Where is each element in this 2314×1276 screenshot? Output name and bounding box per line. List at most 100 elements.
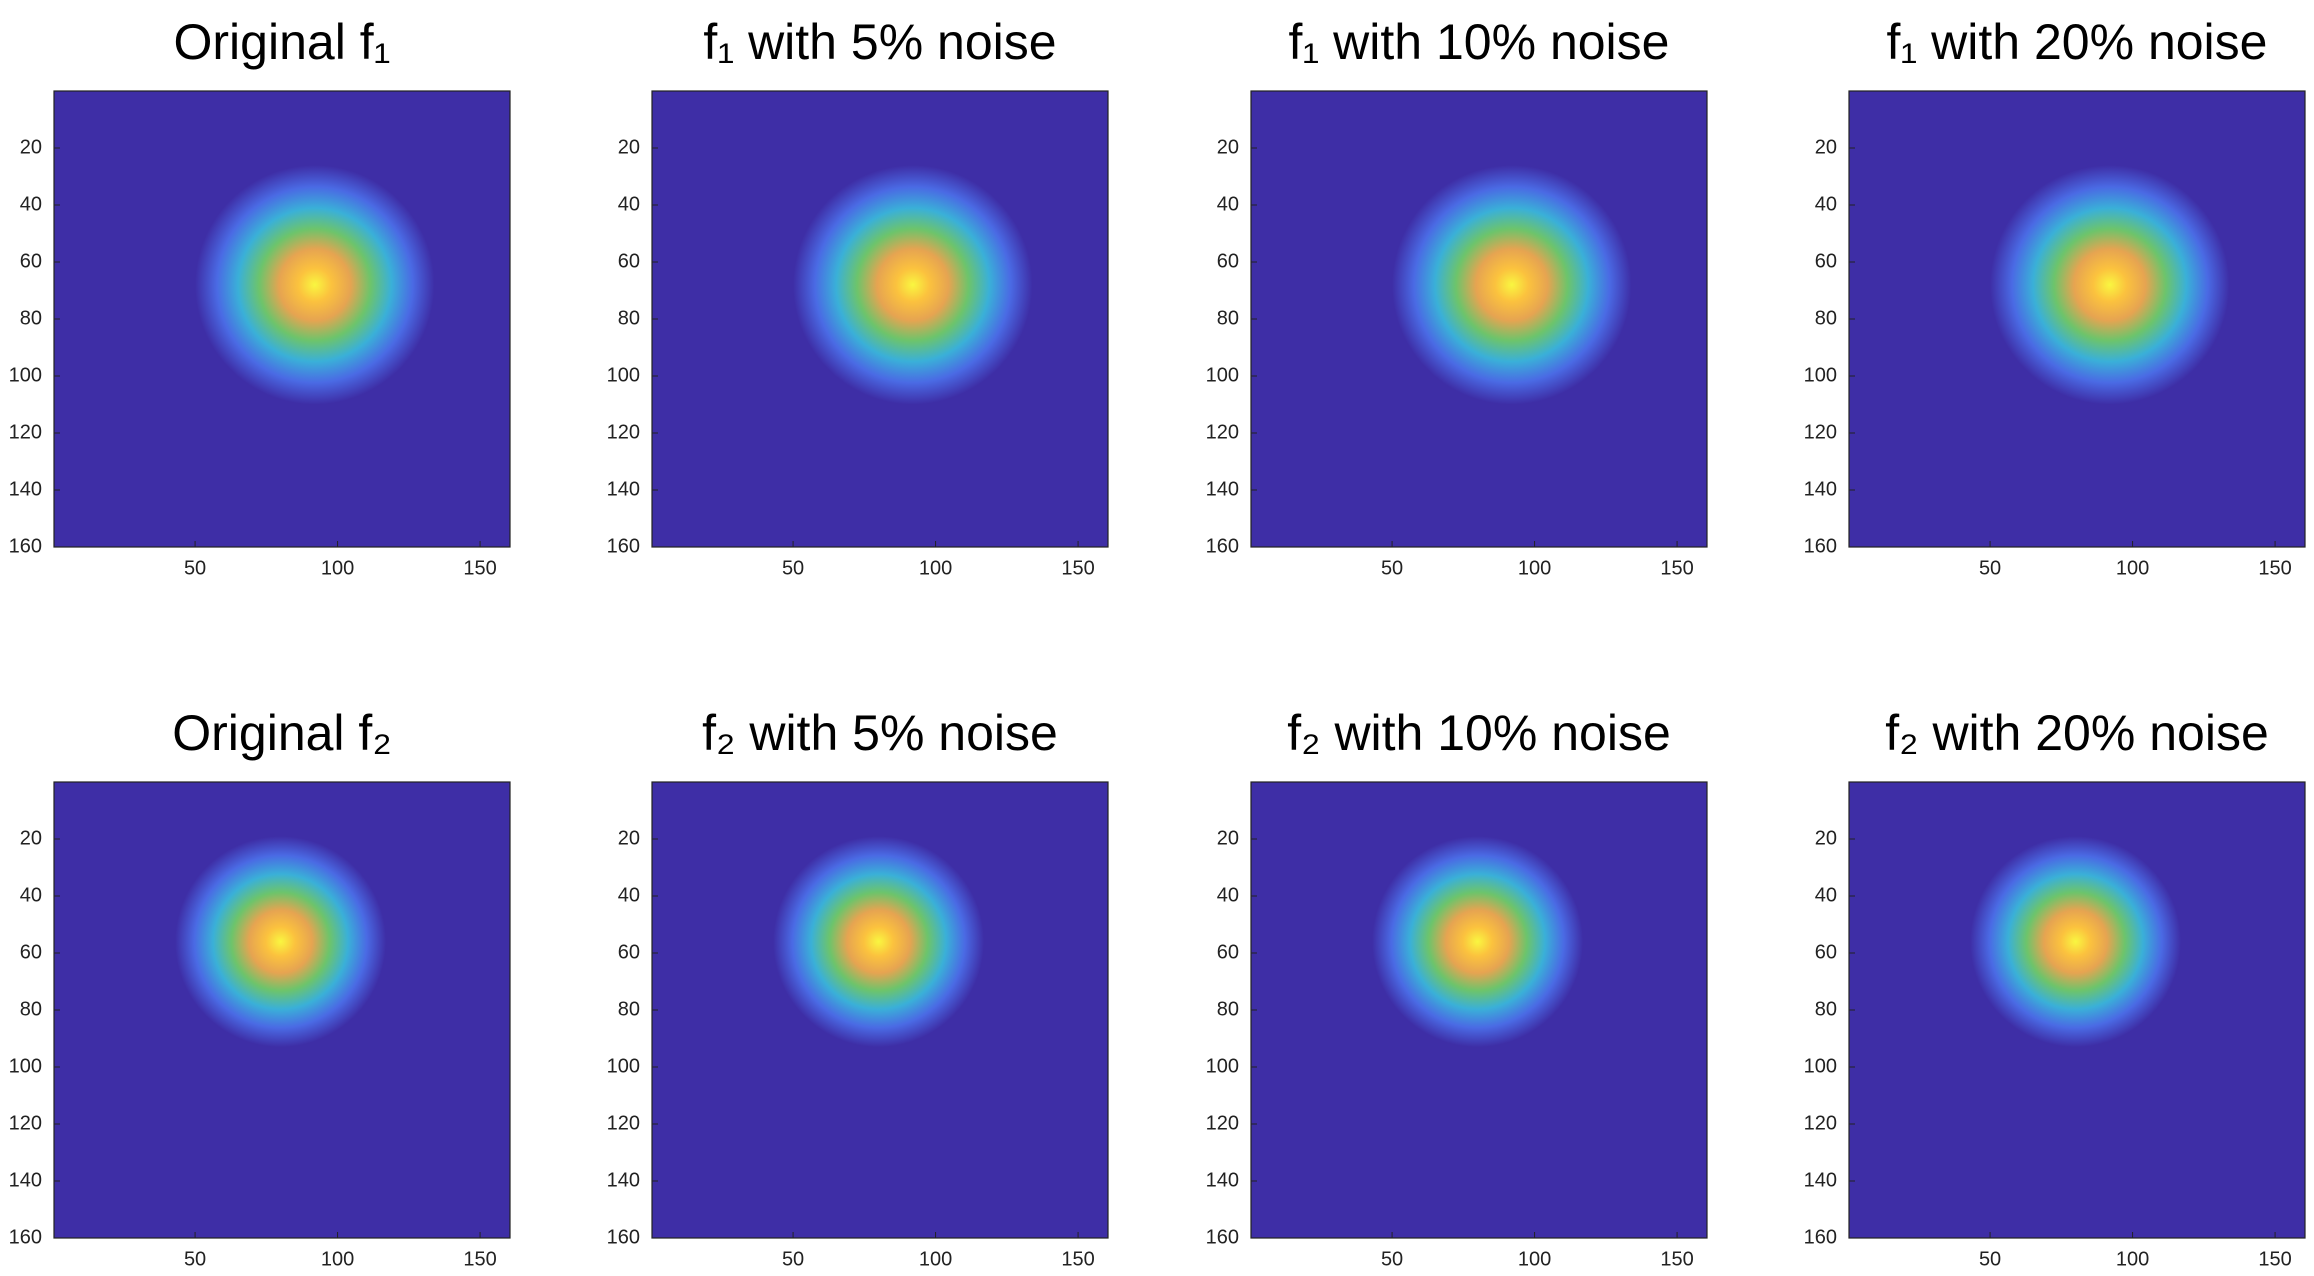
y-tick-label: 60 bbox=[618, 250, 640, 272]
panel: 20 40 60 80 100 120 140 160 50 100 150 Original f₂ bbox=[9, 705, 511, 1270]
y-tick-label: 60 bbox=[1217, 250, 1239, 272]
x-tick-label: 150 bbox=[463, 557, 496, 579]
y-tick-label: 60 bbox=[1815, 250, 1837, 272]
y-tick-label: 120 bbox=[9, 1112, 42, 1134]
y-tick-label: 140 bbox=[1804, 478, 1837, 500]
y-tick-label: 60 bbox=[20, 250, 42, 272]
blob bbox=[195, 165, 435, 405]
y-tick-label: 40 bbox=[1217, 884, 1239, 906]
y-tick-label: 80 bbox=[1217, 998, 1239, 1020]
panel: 20 40 60 80 100 120 140 160 50 100 150 f₁ with 5% n… bbox=[607, 14, 1109, 579]
y-tick-label: 60 bbox=[1217, 941, 1239, 963]
y-tick-label: 40 bbox=[1815, 193, 1837, 215]
x-tick-label: 150 bbox=[2258, 1248, 2291, 1270]
y-tick-label: 100 bbox=[1804, 364, 1837, 386]
y-tick-label: 120 bbox=[1804, 1112, 1837, 1134]
y-tick-label: 120 bbox=[1804, 421, 1837, 443]
x-tick-label: 150 bbox=[1061, 1248, 1094, 1270]
x-tick-label: 150 bbox=[2258, 557, 2291, 579]
y-tick-label: 80 bbox=[618, 998, 640, 1020]
y-tick-label: 140 bbox=[9, 478, 42, 500]
y-tick-label: 140 bbox=[1804, 1169, 1837, 1191]
y-tick-label: 160 bbox=[607, 535, 640, 557]
y-tick-label: 140 bbox=[9, 1169, 42, 1191]
x-tick-label: 100 bbox=[321, 1248, 354, 1270]
panel-title: f₂ with 10% noise bbox=[1287, 705, 1671, 761]
y-tick-label: 80 bbox=[618, 307, 640, 329]
y-tick-label: 80 bbox=[1815, 998, 1837, 1020]
y-tick-label: 40 bbox=[20, 193, 42, 215]
y-tick-label: 20 bbox=[20, 827, 42, 849]
y-tick-label: 140 bbox=[607, 1169, 640, 1191]
panel: 20 40 60 80 100 120 140 160 50 100 150 f₂ with 5% n… bbox=[607, 705, 1109, 1270]
y-tick-label: 100 bbox=[607, 364, 640, 386]
blob bbox=[1990, 165, 2230, 405]
y-tick-label: 120 bbox=[1206, 1112, 1239, 1134]
panel-title: f₁ with 5% noise bbox=[703, 14, 1056, 70]
y-tick-label: 100 bbox=[9, 1055, 42, 1077]
y-tick-label: 100 bbox=[607, 1055, 640, 1077]
y-tick-label: 40 bbox=[20, 884, 42, 906]
x-tick-label: 50 bbox=[184, 1248, 206, 1270]
y-tick-label: 100 bbox=[1206, 1055, 1239, 1077]
y-tick-label: 40 bbox=[1815, 884, 1837, 906]
x-tick-label: 50 bbox=[184, 557, 206, 579]
y-tick-label: 20 bbox=[1815, 827, 1837, 849]
y-tick-label: 140 bbox=[1206, 478, 1239, 500]
y-tick-label: 40 bbox=[618, 884, 640, 906]
x-tick-label: 100 bbox=[1518, 1248, 1551, 1270]
y-tick-label: 40 bbox=[1217, 193, 1239, 215]
y-tick-label: 100 bbox=[9, 364, 42, 386]
y-tick-label: 160 bbox=[1206, 1226, 1239, 1248]
x-tick-label: 50 bbox=[782, 1248, 804, 1270]
blob bbox=[1392, 165, 1632, 405]
panel: 20 40 60 80 100 120 140 160 50 100 150 Original f₁ bbox=[9, 14, 511, 579]
y-tick-label: 160 bbox=[1804, 1226, 1837, 1248]
y-tick-label: 140 bbox=[607, 478, 640, 500]
y-tick-label: 100 bbox=[1206, 364, 1239, 386]
panel-title: f₁ with 20% noise bbox=[1887, 14, 2268, 70]
y-tick-label: 60 bbox=[1815, 941, 1837, 963]
panel: 20 40 60 80 100 120 140 160 50 100 150 f₂ with 10% … bbox=[1206, 705, 1708, 1270]
y-tick-label: 120 bbox=[607, 421, 640, 443]
y-tick-label: 120 bbox=[9, 421, 42, 443]
y-tick-label: 20 bbox=[618, 136, 640, 158]
blob bbox=[773, 836, 985, 1048]
x-tick-label: 150 bbox=[1660, 557, 1693, 579]
y-tick-label: 100 bbox=[1804, 1055, 1837, 1077]
y-tick-label: 80 bbox=[20, 998, 42, 1020]
y-tick-label: 160 bbox=[9, 1226, 42, 1248]
panel-title: Original f₁ bbox=[174, 14, 391, 70]
y-tick-label: 20 bbox=[1217, 136, 1239, 158]
y-tick-label: 60 bbox=[20, 941, 42, 963]
blob bbox=[793, 165, 1033, 405]
x-tick-label: 50 bbox=[782, 557, 804, 579]
panel-title: Original f₂ bbox=[172, 705, 391, 761]
y-tick-label: 80 bbox=[1217, 307, 1239, 329]
x-tick-label: 100 bbox=[2116, 1248, 2149, 1270]
x-tick-label: 150 bbox=[1660, 1248, 1693, 1270]
y-tick-label: 20 bbox=[1815, 136, 1837, 158]
y-tick-label: 160 bbox=[1804, 535, 1837, 557]
y-tick-label: 160 bbox=[9, 535, 42, 557]
y-tick-label: 40 bbox=[618, 193, 640, 215]
x-tick-label: 50 bbox=[1381, 1248, 1403, 1270]
x-tick-label: 100 bbox=[1518, 557, 1551, 579]
y-tick-label: 60 bbox=[618, 941, 640, 963]
x-tick-label: 100 bbox=[919, 1248, 952, 1270]
y-tick-label: 140 bbox=[1206, 1169, 1239, 1191]
blob bbox=[1970, 836, 2182, 1048]
x-tick-label: 150 bbox=[1061, 557, 1094, 579]
y-tick-label: 20 bbox=[20, 136, 42, 158]
panel: 20 40 60 80 100 120 140 160 50 100 150 f₁ with 10% … bbox=[1206, 14, 1708, 579]
panel-title: f₁ with 10% noise bbox=[1289, 14, 1670, 70]
y-tick-label: 20 bbox=[1217, 827, 1239, 849]
x-tick-label: 100 bbox=[2116, 557, 2149, 579]
panel: 20 40 60 80 100 120 140 160 50 100 150 f₁ with 20% … bbox=[1804, 14, 2306, 579]
y-tick-label: 160 bbox=[607, 1226, 640, 1248]
blob bbox=[1372, 836, 1584, 1048]
blob bbox=[175, 836, 387, 1048]
x-tick-label: 100 bbox=[919, 557, 952, 579]
x-tick-label: 50 bbox=[1381, 557, 1403, 579]
